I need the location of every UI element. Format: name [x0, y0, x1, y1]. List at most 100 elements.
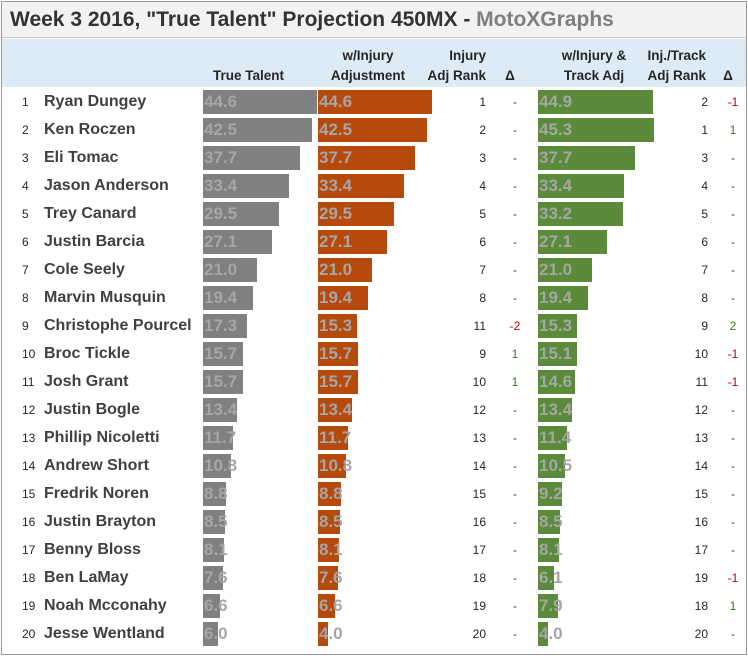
track-adj-value: 13.4	[539, 400, 573, 419]
injury-rank-delta: -	[513, 403, 517, 417]
injury-adj-value: 4.0	[319, 624, 343, 643]
table-row: 17 Benny Bloss 8.1 8.1 8.1 17 - 17 -	[2, 536, 746, 564]
title-main: Week 3 2016, "True Talent" Projection 45…	[10, 8, 477, 31]
track-adj-bar	[538, 146, 635, 170]
injury-rank-delta: -	[513, 207, 517, 221]
rider-name: Andrew Short	[44, 457, 149, 474]
row-number: 2	[22, 123, 29, 137]
track-adj-bar	[538, 482, 562, 506]
rider-name: Benny Bloss	[44, 541, 141, 558]
injury-adj-bar	[318, 426, 348, 450]
injury-adj-rank: 4	[479, 179, 486, 193]
track-adj-rank: 1	[701, 123, 708, 137]
true-talent-bar	[203, 146, 300, 170]
track-adj-value: 21.0	[539, 260, 573, 279]
track-adj-bar	[538, 426, 568, 450]
injury-adj-bar	[318, 118, 427, 142]
injury-adj-value: 8.1	[319, 540, 343, 559]
rider-name: Noah Mcconahy	[44, 597, 167, 614]
injury-adj-value: 44.6	[319, 92, 353, 111]
true-talent-value: 11.7	[204, 428, 237, 447]
row-number: 18	[22, 571, 36, 585]
rider-name: Josh Grant	[44, 373, 129, 390]
injury-adj-rank: 16	[472, 515, 486, 529]
injury-adj-rank: 19	[472, 599, 486, 613]
track-adj-value: 11.4	[539, 428, 572, 447]
injury-adj-value: 15.3	[319, 316, 353, 335]
injury-adj-bar	[318, 370, 359, 394]
injury-rank-delta: -	[513, 459, 517, 473]
injury-rank-delta: -	[513, 487, 517, 501]
header-track-adj-line2: Track Adj	[563, 68, 625, 83]
table-row: 14 Andrew Short 10.8 10.8 10.5 14 - 14 -	[2, 452, 746, 480]
rider-name: Ken Roczen	[44, 121, 136, 138]
table-row: 7 Cole Seely 21.0 21.0 21.0 7 - 7 -	[2, 256, 746, 284]
track-adj-bar	[538, 566, 554, 590]
injury-adj-bar	[318, 286, 368, 310]
injury-adj-bar	[318, 174, 404, 198]
row-number: 8	[22, 291, 29, 305]
injury-adj-value: 15.7	[319, 372, 353, 391]
rider-name: Justin Bogle	[44, 401, 141, 418]
injury-adj-rank: 8	[479, 291, 486, 305]
track-adj-value: 9.2	[539, 484, 563, 503]
table-row: 9 Christophe Pourcel 17.3 15.3 15.3 11 -2 9 2	[2, 312, 746, 340]
injury-adj-bar	[318, 566, 338, 590]
injury-adj-value: 15.7	[319, 344, 353, 363]
track-adj-rank: 12	[694, 403, 708, 417]
injury-adj-rank: 15	[472, 487, 486, 501]
track-adj-value: 6.1	[539, 568, 563, 587]
true-talent-value: 8.1	[204, 540, 228, 559]
track-rank-delta: 1	[729, 599, 737, 613]
table-row: 6 Justin Barcia 27.1 27.1 27.1 6 - 6 -	[2, 228, 746, 256]
track-adj-value: 8.1	[539, 540, 563, 559]
rider-name: Trey Canard	[44, 205, 137, 222]
injury-adj-rank: 18	[472, 571, 486, 585]
true-talent-value: 15.7	[204, 344, 238, 363]
injury-rank-delta: -	[513, 543, 517, 557]
track-adj-bar	[538, 90, 653, 114]
track-adj-value: 45.3	[539, 120, 573, 139]
track-adj-value: 33.2	[539, 204, 573, 223]
rider-name: Justin Barcia	[44, 233, 145, 250]
true-talent-value: 8.8	[204, 484, 228, 503]
track-rank-delta: -	[731, 403, 735, 417]
row-number: 6	[22, 235, 29, 249]
rider-name: Eli Tomac	[44, 149, 119, 166]
table-row: 4 Jason Anderson 33.4 33.4 33.4 4 - 4 -	[2, 172, 746, 200]
injury-adj-value: 19.4	[319, 288, 353, 307]
injury-adj-bar	[318, 342, 359, 366]
rider-name: Broc Tickle	[44, 345, 130, 362]
row-number: 3	[22, 151, 29, 165]
track-adj-rank: 20	[694, 627, 708, 641]
injury-adj-value: 27.1	[319, 232, 353, 251]
track-rank-delta: -	[731, 207, 735, 221]
track-adj-value: 15.1	[539, 344, 573, 363]
row-number: 4	[22, 179, 29, 193]
true-talent-bar	[203, 90, 318, 114]
injury-adj-bar	[318, 622, 329, 646]
true-talent-value: 17.3	[204, 316, 238, 335]
track-rank-delta: -1	[727, 95, 739, 109]
injury-adj-bar	[318, 482, 341, 506]
track-adj-bar	[538, 118, 654, 142]
track-rank-delta: -	[731, 543, 735, 557]
track-rank-delta: -	[731, 431, 735, 445]
true-talent-bar	[203, 482, 226, 506]
injury-adj-value: 42.5	[319, 120, 353, 139]
injury-adj-bar	[318, 230, 388, 254]
true-talent-value: 6.0	[204, 624, 228, 643]
table-row: 11 Josh Grant 15.7 15.7 14.6 10 1 11 -1	[2, 368, 746, 396]
header-injury-adj-line2: Adjustment	[330, 68, 406, 83]
injury-adj-rank: 5	[479, 207, 486, 221]
track-rank-delta: 1	[729, 123, 737, 137]
track-rank-delta: -	[731, 515, 735, 529]
track-rank-delta: -1	[727, 571, 739, 585]
true-talent-bar	[203, 286, 253, 310]
true-talent-bar	[203, 230, 273, 254]
injury-adj-bar	[318, 510, 340, 534]
track-rank-delta: -	[731, 151, 735, 165]
true-talent-value: 21.0	[204, 260, 238, 279]
track-adj-value: 4.0	[539, 624, 563, 643]
